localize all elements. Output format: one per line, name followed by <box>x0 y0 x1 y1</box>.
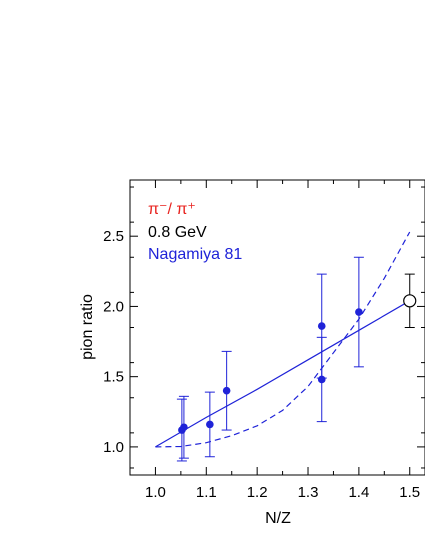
x-tick-label: 1.5 <box>399 484 420 501</box>
y-tick-label: 1.5 <box>103 369 124 386</box>
axis-ticks <box>130 180 425 475</box>
data-point <box>206 420 214 429</box>
tick-labels: 1.0 1.1 1.2 1.3 1.4 1.5 1.0 1.5 2.0 2.5 <box>103 228 420 501</box>
data-point <box>180 423 188 432</box>
source-label: Nagamiya 81 <box>148 246 242 263</box>
x-tick-label: 1.2 <box>247 484 268 501</box>
ratio-label: π⁻/ π⁺ <box>148 201 196 218</box>
data-point <box>355 308 363 316</box>
solid-model-curve <box>155 300 411 448</box>
y-axis-title: pion ratio <box>79 294 96 360</box>
model-curves <box>155 231 411 448</box>
y-tick-label: 1.0 <box>103 439 124 456</box>
x-axis-title: N/Z <box>265 510 291 527</box>
x-tick-label: 1.0 <box>145 484 166 501</box>
data-point <box>317 322 326 330</box>
dashed-model-curve <box>155 231 411 448</box>
data-point <box>222 386 231 395</box>
y-tick-label: 2.5 <box>103 228 124 245</box>
y-tick-label: 2.0 <box>103 298 124 315</box>
open-data-point <box>403 294 417 308</box>
data-point <box>317 375 326 384</box>
x-tick-label: 1.4 <box>348 484 369 501</box>
x-tick-label: 1.3 <box>298 484 319 501</box>
x-tick-label: 1.1 <box>196 484 217 501</box>
data-points <box>176 256 417 462</box>
energy-label: 0.8 GeV <box>148 224 207 241</box>
